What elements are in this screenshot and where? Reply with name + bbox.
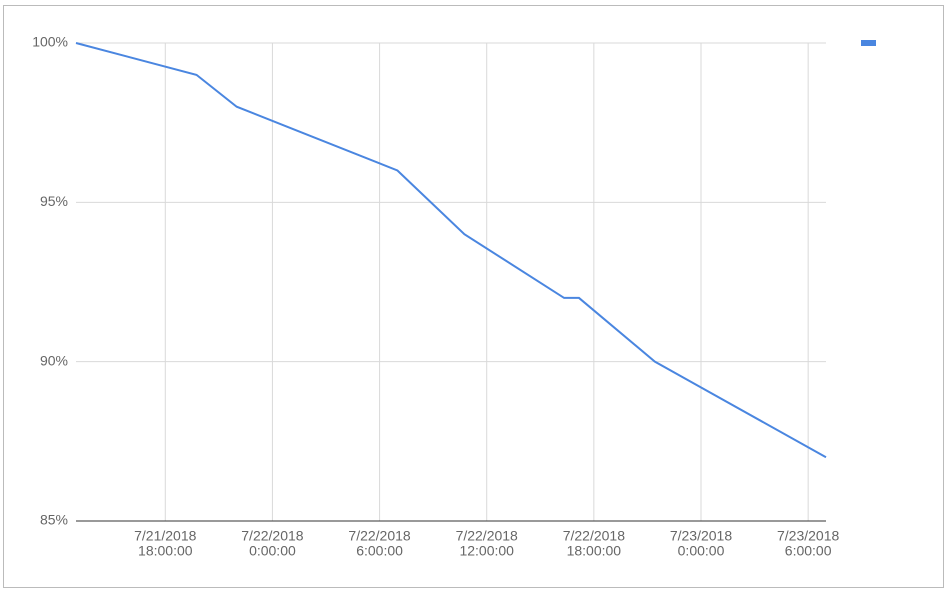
- chart-border: [3, 5, 944, 588]
- x-tick-label: 0:00:00: [678, 543, 725, 559]
- y-tick-label: 85%: [40, 512, 68, 528]
- x-tick-label: 0:00:00: [249, 543, 296, 559]
- x-tick-label: 6:00:00: [785, 543, 832, 559]
- x-tick-label: 7/23/2018: [670, 528, 732, 544]
- y-tick-label: 90%: [40, 352, 68, 368]
- x-tick-label: 7/22/2018: [456, 528, 518, 544]
- x-tick-label: 18:00:00: [567, 543, 622, 559]
- x-tick-label: 6:00:00: [356, 543, 403, 559]
- x-tick-label: 7/22/2018: [241, 528, 303, 544]
- y-tick-label: 95%: [40, 193, 68, 209]
- y-tick-label: 100%: [32, 34, 68, 50]
- line-series: [75, 42, 827, 459]
- x-tick-label: 7/21/2018: [134, 528, 196, 544]
- x-tick-label: 7/22/2018: [563, 528, 625, 544]
- x-tick-label: 7/23/2018: [777, 528, 839, 544]
- x-tick-label: 18:00:00: [138, 543, 193, 559]
- x-tick-label: 12:00:00: [459, 543, 514, 559]
- x-tick-label: 7/22/2018: [348, 528, 410, 544]
- legend-marker: [861, 40, 876, 46]
